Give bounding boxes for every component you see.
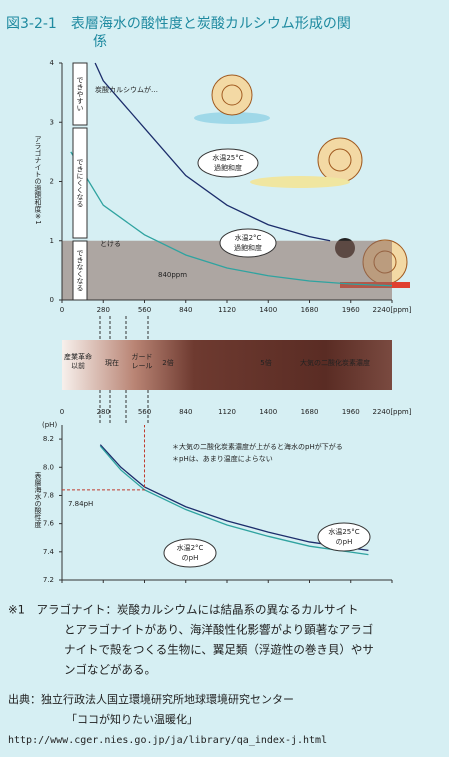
y-tick-label: 7.4 [43, 548, 55, 556]
x-tick-label: 1120 [218, 408, 236, 416]
series-line [99, 445, 369, 556]
y-axis-label: アラゴナイトの過飽和度※1 [34, 135, 42, 224]
note: ＊pHは、あまり温度によらない [172, 454, 273, 463]
y-tick-label: 7.2 [43, 576, 54, 584]
footnote-line: ※1 アラゴナイト：炭酸カルシウムには結晶系の異なるカルサイト [8, 603, 358, 617]
series-label: 水温25°C 過飽和度 [212, 153, 243, 172]
marker-label: 7.84pH [68, 500, 93, 508]
zone-arrow [72, 62, 88, 126]
annotation: とける [100, 240, 121, 248]
x-tick-label: 1400 [259, 408, 277, 416]
label-bubble [163, 538, 217, 568]
x-tick-label: 1120 [218, 306, 236, 314]
source-line: 「ココが知りたい温暖化」 [66, 712, 198, 726]
y-tick-label: 7.8 [43, 491, 54, 499]
y-tick-label: 7.6 [43, 520, 55, 528]
zone-label: できやすい [76, 77, 84, 112]
band-label: ガードレール [132, 352, 153, 370]
label-bubble [317, 522, 371, 552]
x-tick-label: 840 [179, 408, 192, 416]
y-tick-label: 4 [50, 59, 55, 67]
x-tick-label: 0 [60, 306, 64, 314]
footnote-line: ンゴなどがある。 [64, 663, 156, 677]
series-line [94, 62, 331, 242]
y-tick-label: 8.0 [43, 463, 54, 471]
marker-line [62, 425, 145, 491]
y-unit: (pH) [42, 421, 57, 429]
x-tick-label: 1680 [301, 306, 319, 314]
zone-arrow [72, 127, 88, 239]
y-axis-label: 表層海水の酸性度 [34, 471, 42, 529]
x-tick-label: 1960 [342, 306, 360, 314]
source-line: 出典：独立行政法人国立環境研究所地球環境研究センター [8, 692, 294, 706]
x-tick-label: 1960 [342, 408, 360, 416]
series-label: 水温2°C 過飽和度 [234, 233, 262, 252]
band-label: 産業革命以前 [64, 352, 92, 370]
zone-label: できにくくなる [76, 159, 84, 208]
band-label: 5倍 [260, 358, 271, 367]
x-tick-label: 2240[ppm] [373, 408, 412, 416]
band-label: 大気の二酸化炭素濃度 [300, 358, 370, 367]
x-tick-label: 0 [60, 408, 64, 416]
x-tick-label: 1400 [259, 306, 277, 314]
y-tick-label: 0 [50, 296, 54, 304]
zone-label: できなくなる [76, 250, 84, 292]
y-tick-label: 1 [50, 237, 54, 245]
series-label: 水温25°C のpH [328, 527, 359, 546]
footnote-line: ナイトで殻をつくる生物に、翼足類（浮遊性の巻き貝）やサ [64, 643, 374, 657]
series-line [70, 151, 393, 287]
x-tick-label: 280 [97, 306, 110, 314]
connector-lines [99, 316, 149, 425]
note: ＊大気の二酸化炭素濃度が上がると海水のpHが下がる [172, 442, 343, 451]
co2-band [62, 340, 392, 390]
zone-arrow [72, 240, 88, 301]
footnote-line: とアラゴナイトがあり、海洋酸性化影響がより顕著なアラゴ [64, 623, 373, 637]
source-line: http://www.cger.nies.go.jp/ja/library/qa… [8, 735, 327, 746]
x-tick-label: 2240[ppm] [373, 306, 412, 314]
series-line [99, 444, 369, 552]
title: 図3-2-1 表層海水の酸性度と炭酸カルシウム形成の関係 [6, 16, 351, 50]
annotation: 840ppm [158, 271, 187, 279]
x-tick-label: 280 [97, 408, 110, 416]
y-tick-label: 2 [50, 178, 54, 186]
annotation: 炭酸カルシウムが… [95, 85, 158, 94]
label-bubble [219, 228, 277, 258]
x-tick-label: 560 [138, 306, 151, 314]
y-tick-label: 3 [50, 118, 54, 126]
series-label: 水温2°C のpH [177, 543, 204, 562]
x-tick-label: 560 [138, 408, 151, 416]
label-bubble [197, 148, 259, 178]
x-tick-label: 1680 [301, 408, 319, 416]
x-tick-label: 840 [179, 306, 192, 314]
band-label: 2倍 [162, 358, 173, 367]
y-tick-label: 8.2 [43, 435, 54, 443]
band-label: 現在 [105, 358, 119, 367]
